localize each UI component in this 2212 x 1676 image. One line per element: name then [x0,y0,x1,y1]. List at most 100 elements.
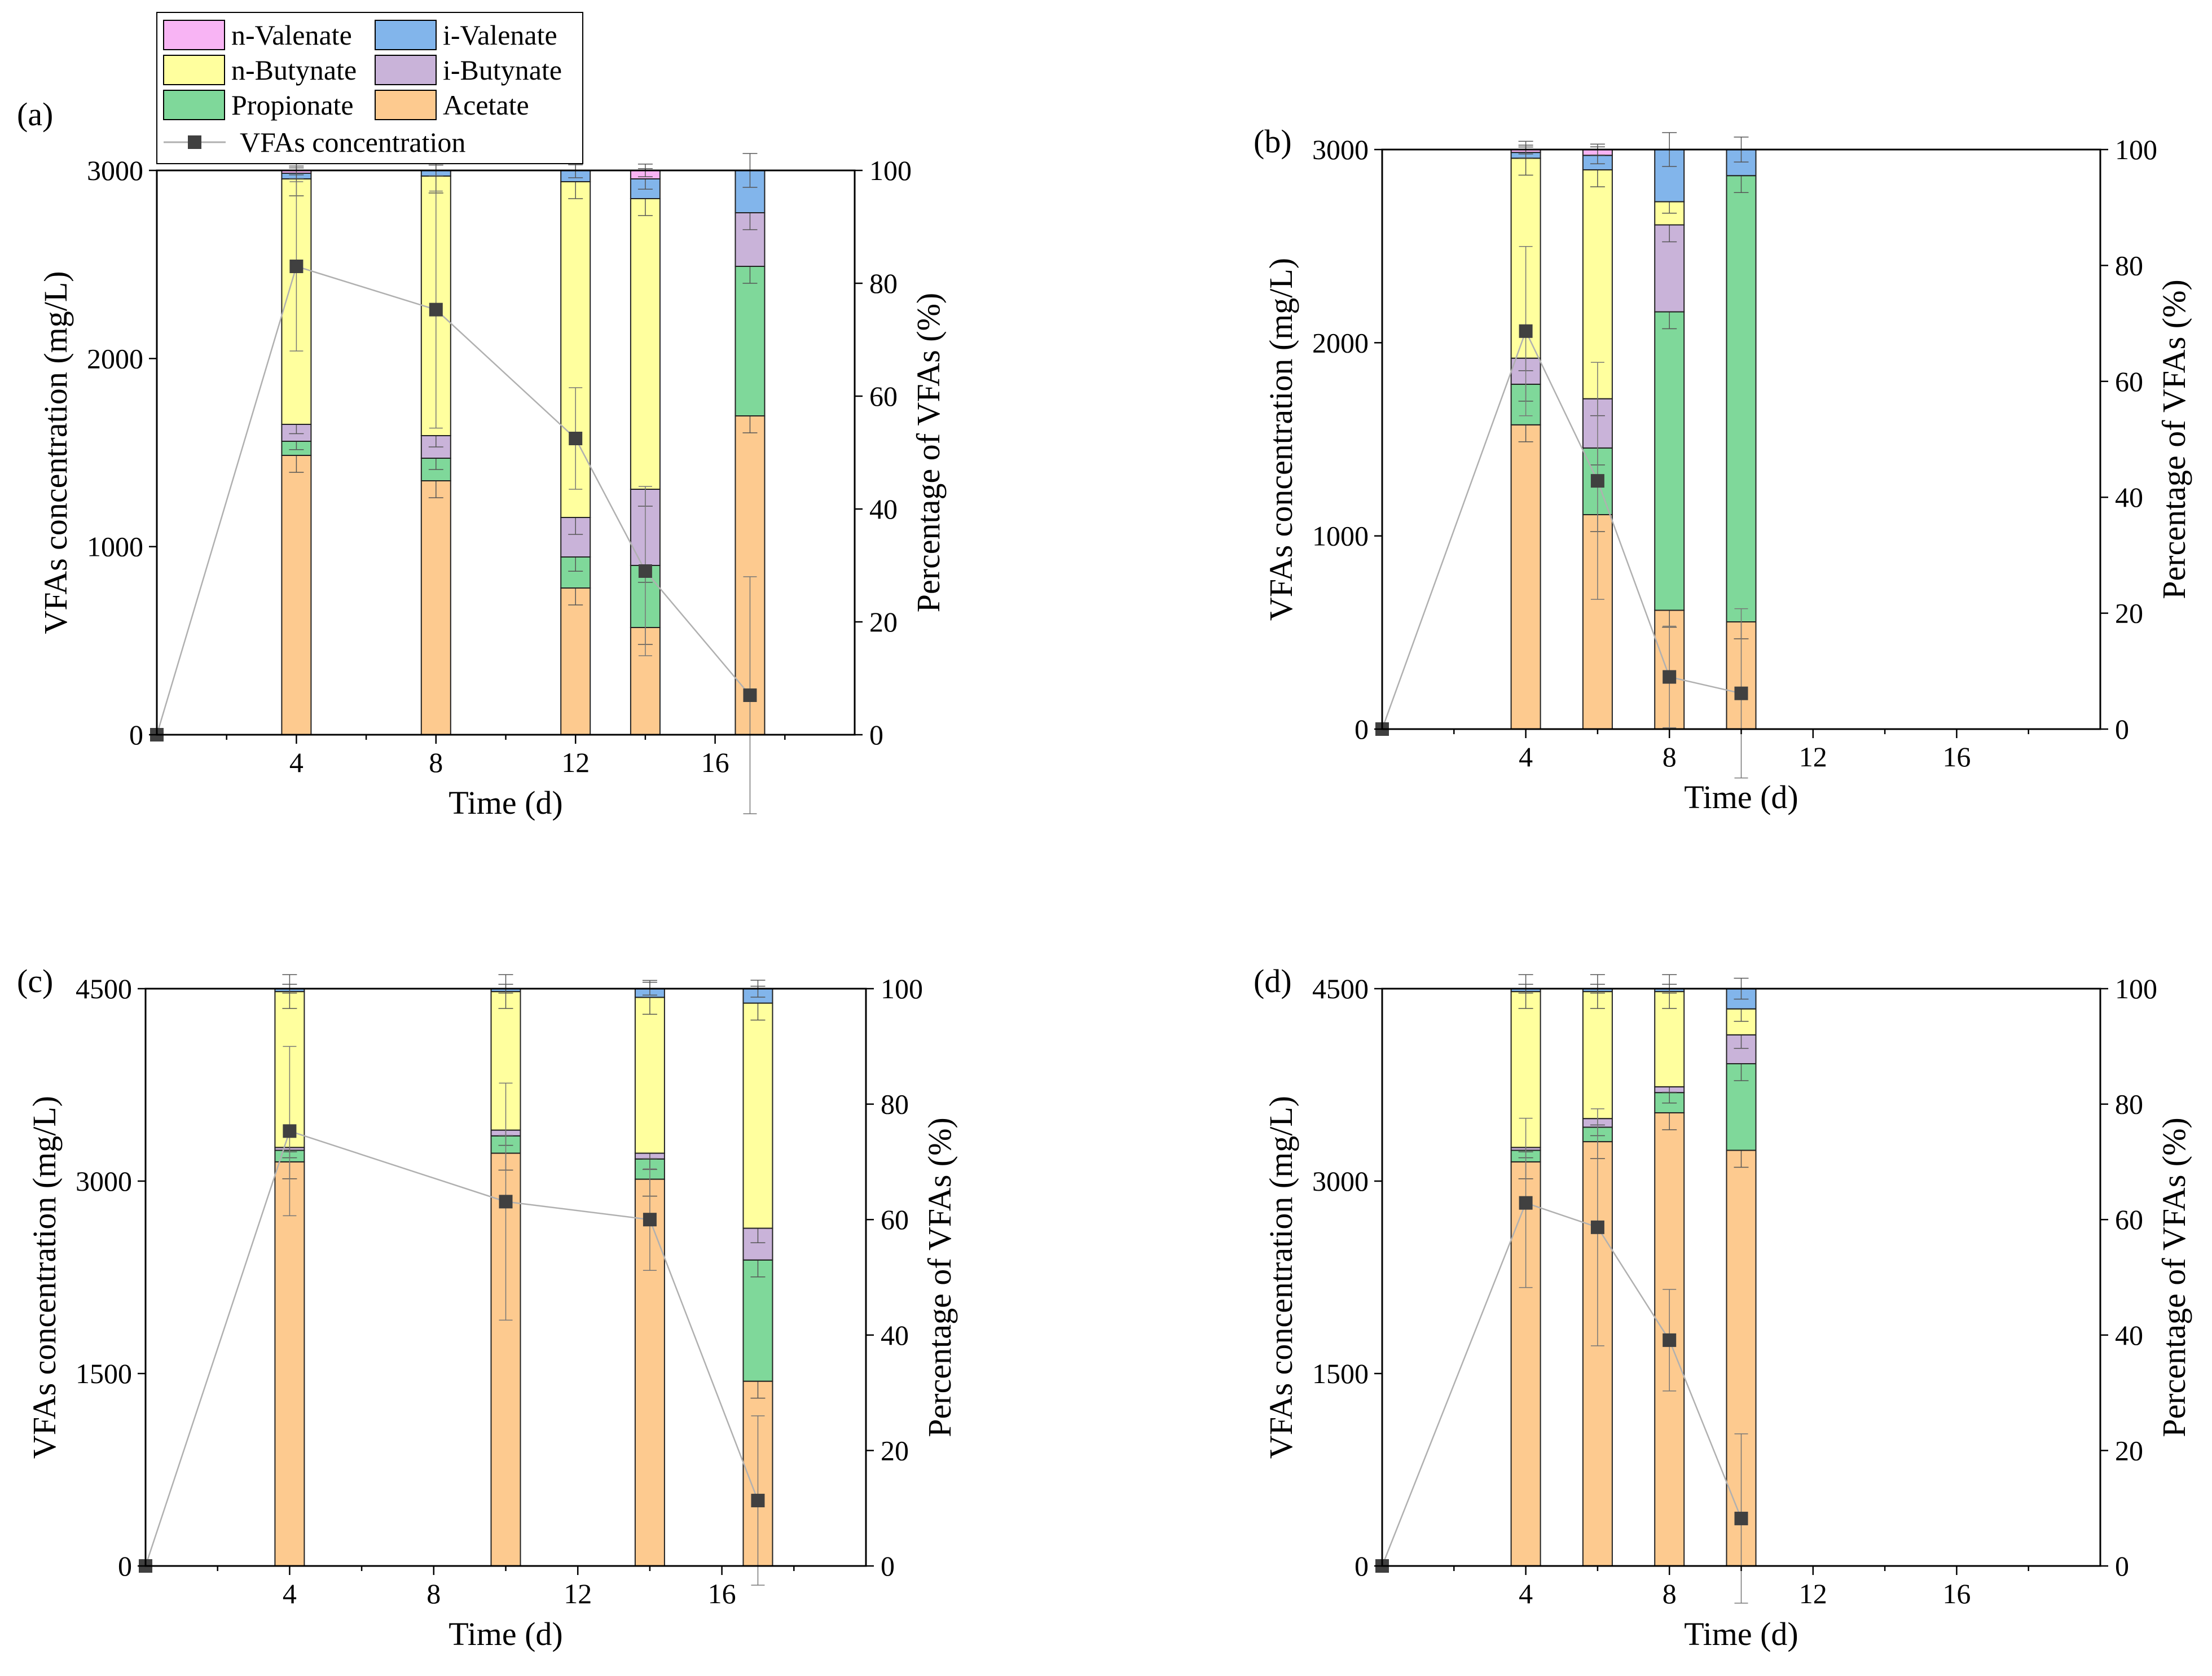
vfa-concentration-line [1381,329,1742,730]
x-tick-label: 12 [1799,1578,1827,1609]
y-right-tick-label: 60 [2115,1204,2143,1235]
y-left-tick-label: 1500 [76,1358,132,1389]
y-right-tick-label: 100 [881,973,923,1004]
panel-b: 4 8 12 16 0 1000 2000 3000 0 20 40 60 80 100 Time (d) V… [1254,123,2192,815]
vfa-point [499,1195,513,1209]
y-right-tick-label: 20 [881,1434,909,1466]
legend-line-label: VFAs concentration [240,126,465,158]
bar-segment-prop [1654,311,1685,611]
x-tick-label: 12 [561,747,590,778]
panel-label: (a) [17,96,53,133]
legend-marker-sample [188,135,201,149]
legend-swatch-ival [375,20,437,50]
panel-label: (c) [17,963,53,999]
vfa-point [638,564,652,578]
y-left-tick-label: 0 [1355,713,1369,745]
panel-a: 4 8 12 16 0 1000 2000 3000 0 20 40 60 80 100 Time (d) V… [17,96,947,821]
x-tick-label: 16 [708,1578,736,1609]
y-right-axis-title: Percentage of VFAs (%) [2156,1117,2192,1437]
legend-label-nbut: n-Butynate [231,54,357,86]
vfa-point [643,1213,657,1227]
y-right-tick-label: 20 [2115,1434,2143,1466]
legend-box [156,12,583,164]
y-right-axis-title: Percentage of VFAs (%) [2156,279,2192,599]
panel-d: 4 8 12 16 0 1500 3000 4500 0 20 40 60 80 100 Time (d) V… [1254,963,2192,1652]
y-right-tick-label: 20 [869,606,898,638]
bar-segment-acet [490,1152,521,1567]
vfa-point [429,302,443,317]
bar-segment-acet [420,480,451,735]
x-axis-title: Time (d) [1684,779,1798,815]
x-axis-title: Time (d) [448,784,563,821]
y-left-axis-title: VFAs concentration (mg/L) [1263,258,1299,621]
x-tick-label: 16 [1942,741,1971,773]
vfa-point [1663,1333,1677,1347]
y-left-tick-label: 0 [118,1550,132,1582]
bar-segment-prop [1726,175,1757,623]
y-right-tick-label: 100 [869,155,912,186]
vfa-point [1519,1196,1533,1210]
y-left-axis-title: VFAs concentration (mg/L) [1263,1096,1299,1459]
y-right-tick-label: 60 [881,1204,909,1235]
legend-label-acet: Acetate [443,89,529,121]
y-right-tick-label: 0 [2115,713,2129,745]
x-tick-label: 4 [283,1578,297,1609]
x-axis-title: Time (d) [1684,1616,1798,1652]
x-tick-label: 4 [289,747,304,778]
y-left-tick-label: 0 [1355,1550,1369,1582]
y-left-tick-label: 3000 [1312,1165,1369,1197]
bar-segment-acet [1510,424,1541,730]
y-right-axis-title: Percentage of VFAs (%) [921,1117,958,1437]
x-tick-label: 8 [429,747,443,778]
bar-segment-acet [274,1161,305,1567]
legend-swatch-nbut [163,55,225,85]
y-left-tick-label: 3000 [1312,134,1369,165]
bar-segment-nbut [630,198,661,490]
y-right-tick-label: 0 [2115,1550,2129,1582]
y-right-tick-label: 100 [2115,973,2157,1004]
vfa-point [743,688,757,702]
x-tick-label: 8 [1663,741,1677,773]
y-left-tick-label: 1000 [87,531,143,563]
y-left-tick-label: 1000 [1312,520,1369,552]
y-left-tick-label: 2000 [87,343,143,374]
x-tick-label: 8 [1663,1578,1677,1609]
legend: n-Valenate i-Valenate n-Butynate i-Butynate… [156,12,583,164]
y-right-axis-title: Percentage of VFAs (%) [910,293,947,612]
panel-c: 4 8 12 16 0 1500 3000 4500 0 20 40 60 80 100 Time (d) V… [17,963,958,1652]
x-tick-label: 4 [1519,1578,1533,1609]
y-left-tick-label: 0 [129,719,143,751]
bar-segment-prop [735,266,766,416]
legend-label-nval: n-Valenate [231,19,352,51]
y-right-tick-label: 0 [881,1550,895,1582]
y-right-tick-label: 40 [2115,1319,2143,1351]
x-tick-label: 16 [1942,1578,1971,1609]
bar-segment-nbut [1582,991,1613,1120]
x-tick-label: 16 [701,747,729,778]
vfa-concentration-line [1381,1202,1742,1567]
y-right-tick-label: 80 [881,1089,909,1120]
x-tick-label: 12 [1799,741,1827,773]
vfa-point [1663,670,1677,684]
vfa-concentration-line [156,265,751,735]
y-right-tick-label: 60 [869,380,898,412]
panel-label: (b) [1254,123,1292,160]
y-right-tick-label: 100 [2115,134,2157,165]
y-left-axis-title: VFAs concentration (mg/L) [26,1096,63,1459]
y-left-tick-label: 4500 [76,973,132,1004]
legend-label-ival: i-Valenate [443,19,557,51]
y-right-tick-label: 20 [2115,598,2143,629]
y-left-tick-label: 3000 [76,1165,132,1197]
y-left-tick-label: 1500 [1312,1358,1369,1389]
vfa-point [283,1124,297,1138]
y-left-tick-label: 2000 [1312,327,1369,358]
y-right-tick-label: 40 [869,493,898,525]
y-right-tick-label: 60 [2115,366,2143,397]
legend-swatch-prop [163,90,225,120]
vfa-point [1590,474,1604,488]
panel-label: (d) [1254,963,1292,999]
legend-swatch-acet [375,90,437,120]
bar-segment-nbut [742,1002,773,1229]
y-right-tick-label: 40 [2115,481,2143,513]
